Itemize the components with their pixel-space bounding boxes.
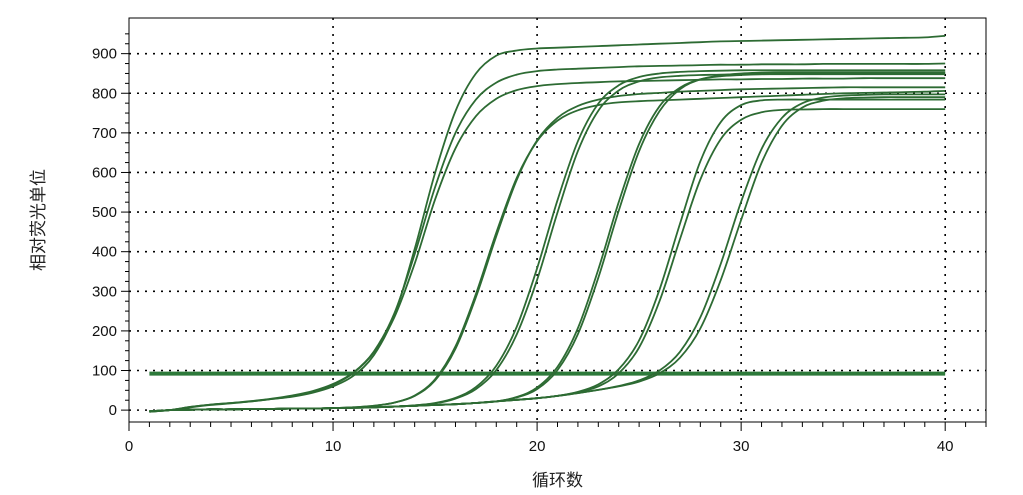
y-tick-label: 700	[92, 125, 117, 142]
y-tick-label: 800	[92, 85, 117, 102]
x-tick-label: 10	[325, 438, 342, 455]
amplification-curve	[149, 73, 946, 413]
y-tick-label: 100	[92, 363, 117, 380]
y-axis-label: 相对荧光单位	[29, 169, 49, 271]
x-axis: 0 10 20 30 40	[125, 422, 987, 455]
x-tick-label: 30	[733, 438, 750, 455]
amplification-curves	[149, 34, 946, 413]
amplification-curve	[149, 62, 946, 413]
x-tick-label: 40	[937, 438, 954, 455]
amplification-curve	[149, 108, 946, 413]
y-tick-label: 500	[92, 204, 117, 221]
y-tick-label: 600	[92, 164, 117, 181]
y-axis: 0 100 200 300 400 500 600 700 800 900	[92, 33, 129, 419]
x-tick-label: 0	[125, 438, 133, 455]
y-tick-label: 300	[92, 283, 117, 300]
x-tick-label: 20	[529, 438, 546, 455]
amplification-curve	[149, 93, 946, 413]
amplification-curve	[149, 98, 946, 413]
y-tick-label: 400	[92, 244, 117, 261]
x-axis-label: 循环数	[532, 471, 583, 491]
amplification-curve	[149, 72, 946, 413]
amplification-curve	[149, 71, 946, 413]
y-tick-label: 0	[109, 402, 117, 419]
amplification-curve	[149, 77, 946, 413]
amplification-curve	[149, 34, 946, 413]
amplification-curve	[149, 69, 946, 413]
y-tick-label: 900	[92, 46, 117, 63]
amplification-curve	[149, 96, 946, 413]
y-tick-label: 200	[92, 323, 117, 340]
